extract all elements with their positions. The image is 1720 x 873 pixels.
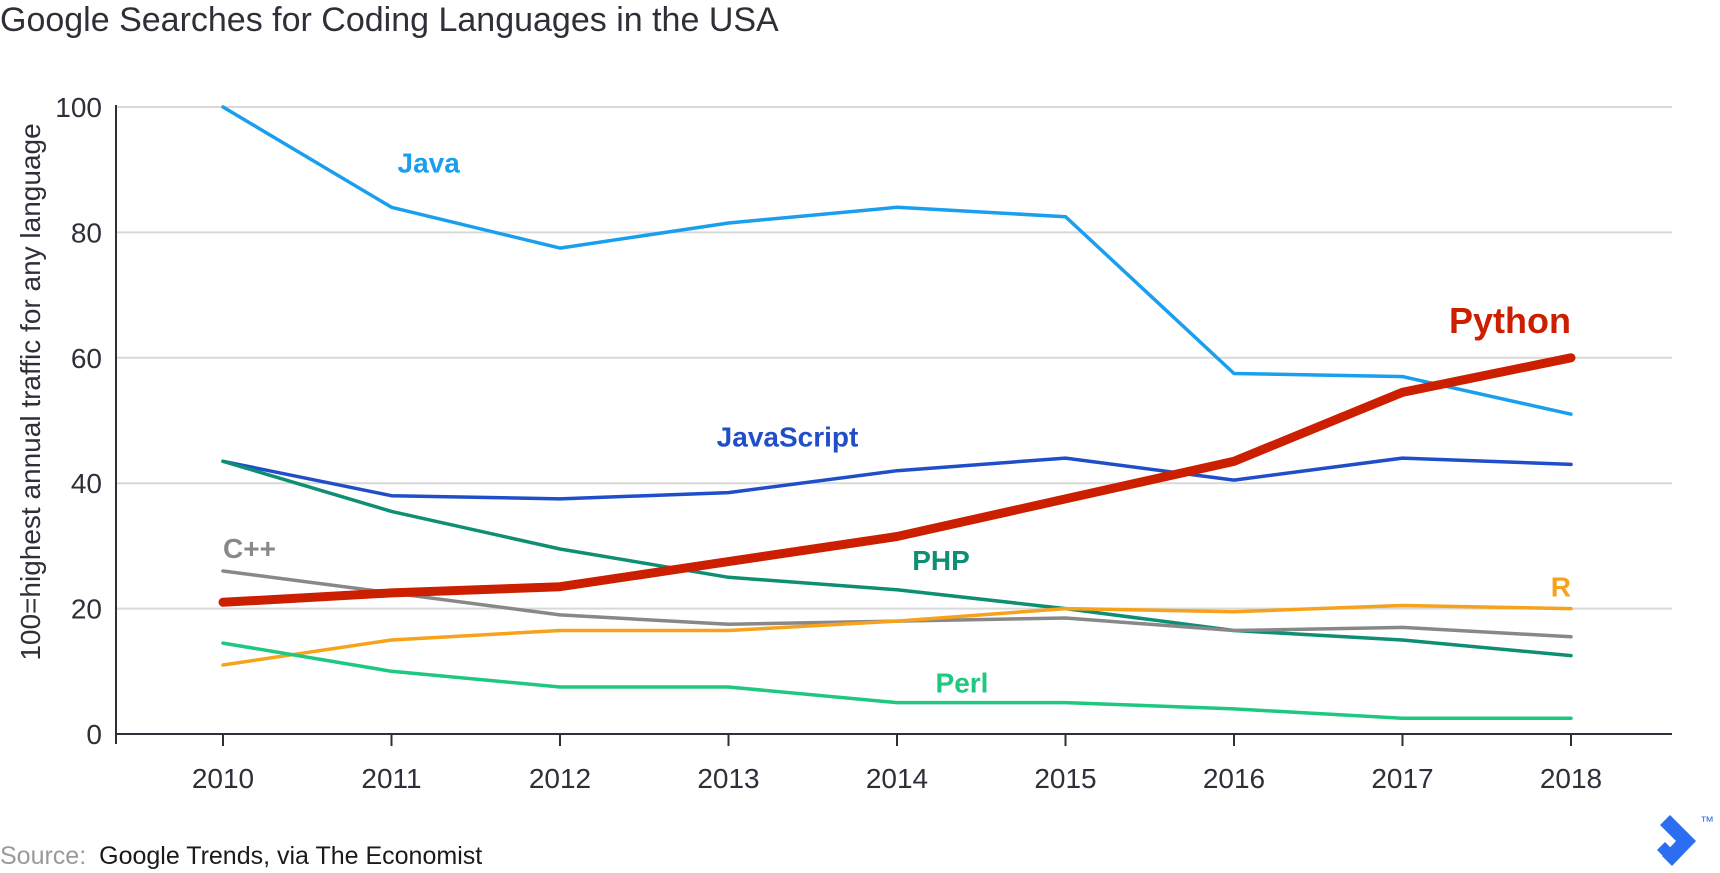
y-axis-label: 100=highest annual traffic for any langu… bbox=[15, 123, 46, 660]
y-tick-label: 20 bbox=[71, 594, 102, 625]
series-line-java bbox=[221, 105, 1573, 416]
x-tick-label: 2012 bbox=[529, 763, 591, 794]
source-note: Source: Google Trends, via The Economist bbox=[0, 842, 482, 870]
source-text: Google Trends, via The Economist bbox=[99, 842, 482, 870]
y-tick-label: 0 bbox=[86, 719, 102, 750]
y-tick-label: 40 bbox=[71, 468, 102, 499]
series-labels: Java JavaScript PHP C++ R Perl Python bbox=[223, 147, 1571, 698]
series-lines bbox=[218, 105, 1576, 721]
series-label-java: Java bbox=[398, 147, 461, 178]
series-label-python: Python bbox=[1449, 300, 1571, 341]
x-tick-label: 2014 bbox=[866, 763, 928, 794]
x-tick-label: 2010 bbox=[192, 763, 254, 794]
series-line-python bbox=[218, 353, 1576, 607]
series-label-perl: Perl bbox=[936, 668, 989, 699]
y-tick-labels: 0 20 40 60 80 100 bbox=[55, 92, 102, 750]
y-tick-label: 60 bbox=[71, 343, 102, 374]
series-label-javascript: JavaScript bbox=[717, 422, 859, 453]
series-line-cpp bbox=[221, 569, 1573, 639]
chart-title: Google Searches for Coding Languages in … bbox=[0, 1, 779, 39]
gridlines bbox=[116, 106, 1672, 610]
series-line-r bbox=[221, 603, 1573, 667]
x-tick-label: 2013 bbox=[697, 763, 759, 794]
x-tick-label: 2011 bbox=[361, 763, 421, 794]
toptal-logo-mark-inner bbox=[1657, 842, 1675, 860]
x-tick-label: 2018 bbox=[1540, 763, 1602, 794]
series-label-php: PHP bbox=[912, 545, 970, 576]
y-tick-label: 80 bbox=[71, 217, 102, 248]
x-tick-label: 2017 bbox=[1371, 763, 1433, 794]
series-line-javascript bbox=[221, 456, 1573, 501]
y-tick-label: 100 bbox=[55, 92, 102, 123]
x-tick-labels: 2010 2011 2012 2013 2014 2015 2016 2017 2018 bbox=[192, 763, 1602, 794]
x-tick-label: 2016 bbox=[1203, 763, 1265, 794]
series-label-cpp: C++ bbox=[223, 533, 276, 564]
series-label-r: R bbox=[1551, 572, 1571, 603]
toptal-logo-icon: ™ bbox=[1657, 813, 1714, 866]
toptal-trademark: ™ bbox=[1700, 813, 1714, 829]
source-prefix: Source: bbox=[0, 842, 86, 870]
series-line-perl bbox=[221, 641, 1573, 721]
axes bbox=[115, 105, 1672, 746]
x-tick-label: 2015 bbox=[1034, 763, 1096, 794]
series-line-php bbox=[221, 459, 1573, 658]
